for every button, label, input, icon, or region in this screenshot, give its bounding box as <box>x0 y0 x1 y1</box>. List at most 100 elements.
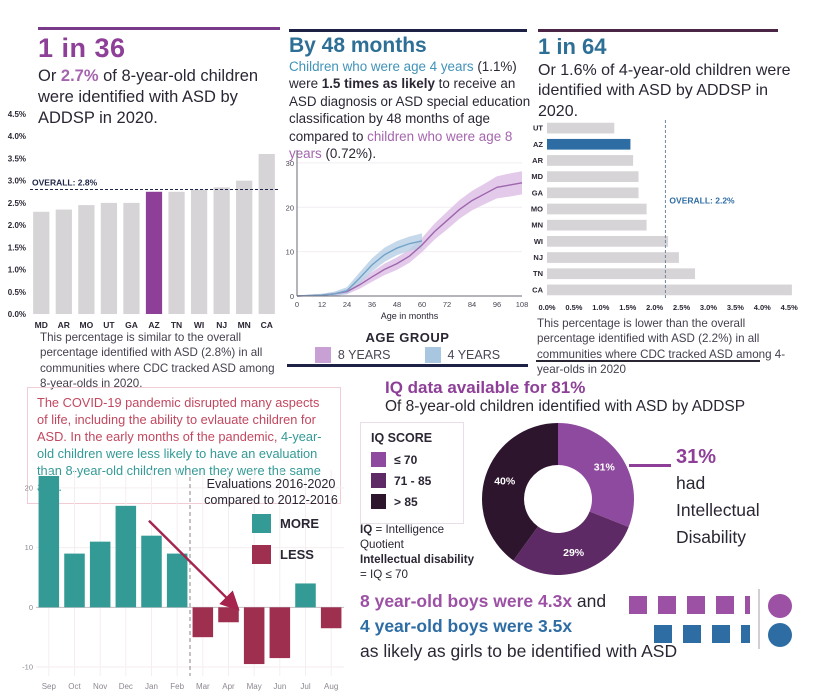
svg-text:MN: MN <box>531 221 543 230</box>
legend-item-more: MORE <box>252 514 319 533</box>
svg-text:36: 36 <box>368 300 376 309</box>
note-text: = Intelligence Quotient <box>360 523 445 552</box>
legend-item-less: LESS <box>252 545 314 564</box>
legend-label: 4 YEARS <box>447 348 501 362</box>
svg-text:WI: WI <box>534 237 543 246</box>
svg-text:30: 30 <box>286 159 294 168</box>
pictogram-divider <box>758 589 760 649</box>
stat-1in64-paragraph: Or 1.6% of 4-year-old children were iden… <box>538 62 791 120</box>
stat-1in36-paragraph: Or 2.7% of 8-year-old children were iden… <box>38 66 288 129</box>
svg-text:0.5%: 0.5% <box>565 303 582 312</box>
svg-text:WI: WI <box>194 320 204 330</box>
svg-text:TN: TN <box>533 269 543 278</box>
svg-text:48: 48 <box>393 300 401 309</box>
svg-text:Jul: Jul <box>300 682 310 691</box>
svg-text:3.5%: 3.5% <box>8 154 26 163</box>
para-text: to receive an ASD diagnosis or ASD speci… <box>289 76 531 144</box>
svg-text:4.5%: 4.5% <box>8 110 26 119</box>
svg-text:96: 96 <box>493 300 501 309</box>
svg-text:NJ: NJ <box>533 253 543 262</box>
iq-71-85-swatch <box>371 473 386 488</box>
svg-text:72: 72 <box>443 300 451 309</box>
stat-1in64-title: 1 in 64 <box>538 34 607 59</box>
svg-text:MD: MD <box>35 320 48 330</box>
iq-score-legend: IQ SCORE ≤ 70 71 - 85 > 85 <box>360 422 464 524</box>
iq-gt85-swatch <box>371 494 386 509</box>
8-years-swatch <box>314 347 331 363</box>
svg-text:1.5%: 1.5% <box>8 243 26 252</box>
svg-text:0: 0 <box>29 603 33 612</box>
evaluations-change-chart: -10 0 10 20 Sep Oct Nov Dec Jan Feb Mar Apr May Jun Ju… <box>12 464 347 694</box>
svg-text:CA: CA <box>261 320 273 330</box>
boy-partial-square-icon <box>744 596 750 614</box>
svg-text:12: 12 <box>318 300 326 309</box>
panel64-bottom-rule <box>536 360 760 362</box>
phrase-4yr: Children who were age 4 years <box>289 59 474 74</box>
panel48-top-rule <box>289 29 527 32</box>
svg-text:Dec: Dec <box>119 682 133 691</box>
svg-text:NJ: NJ <box>216 320 227 330</box>
svg-text:AR: AR <box>58 320 70 330</box>
girls-4yr-circle-icon <box>768 623 792 647</box>
evaluations-annotation: Evaluations 2016-2020 compared to 2012-2… <box>201 476 341 509</box>
para-text: (1.1%) were <box>289 59 517 92</box>
donut-callout-line <box>629 464 671 467</box>
legend-label: 8 YEARS <box>337 348 391 362</box>
svg-text:CA: CA <box>532 285 543 294</box>
boy-square-icon <box>654 625 672 643</box>
note-bold: IQ <box>360 523 373 536</box>
svg-text:Mar: Mar <box>196 682 210 691</box>
svg-text:10: 10 <box>25 543 33 552</box>
svg-text:MN: MN <box>238 320 251 330</box>
stat-1in36-caption: This percentage is similar to the overal… <box>40 331 275 390</box>
ratio-text: and <box>572 591 607 611</box>
note-text: = IQ ≤ 70 <box>360 568 408 582</box>
iq-data-subtitle: Of 8-year-old children identified with A… <box>385 398 746 415</box>
svg-text:24: 24 <box>343 300 351 309</box>
svg-text:0: 0 <box>290 292 294 301</box>
svg-text:GA: GA <box>125 320 138 330</box>
svg-text:0: 0 <box>295 300 299 309</box>
svg-text:3.5%: 3.5% <box>727 303 744 312</box>
svg-text:4.5%: 4.5% <box>781 303 798 312</box>
more-swatch <box>252 514 271 533</box>
svg-text:UT: UT <box>533 124 543 133</box>
svg-text:OVERALL: 2.8%: OVERALL: 2.8% <box>32 178 98 188</box>
svg-text:AR: AR <box>532 156 543 165</box>
svg-text:2.5%: 2.5% <box>8 199 26 208</box>
svg-text:AZ: AZ <box>533 140 543 149</box>
svg-text:10: 10 <box>286 248 294 257</box>
svg-text:84: 84 <box>468 300 476 309</box>
svg-text:May: May <box>247 682 262 691</box>
para-text: of 8-year-old children were identified w… <box>38 67 259 127</box>
boy-square-icon <box>657 596 676 614</box>
svg-text:0.0%: 0.0% <box>8 310 26 319</box>
para-text: (0.72%). <box>321 146 377 162</box>
svg-text:MD: MD <box>531 172 543 181</box>
para-text: Or <box>38 67 61 85</box>
age-group-legend: 8 YEARS 4 YEARS <box>285 347 530 363</box>
svg-text:3.0%: 3.0% <box>700 303 717 312</box>
by-48-months-paragraph: Children who were age 4 years (1.1%) wer… <box>289 58 531 163</box>
svg-text:20: 20 <box>286 203 294 212</box>
boy-square-icon <box>683 625 701 643</box>
svg-text:Feb: Feb <box>170 682 184 691</box>
boys-4yr-squares <box>654 625 750 643</box>
stat-1in64-caption: This percentage is lower than the overal… <box>537 317 786 376</box>
legend-label: 71 - 85 <box>394 473 432 488</box>
boys-8yr-squares <box>628 596 750 614</box>
stat-1in36-title: 1 in 36 <box>38 33 126 63</box>
callout-intellectual-disability: had Intellectual Disability <box>676 470 760 551</box>
svg-text:29%: 29% <box>563 547 585 559</box>
svg-text:OVERALL: 2.2%: OVERALL: 2.2% <box>669 196 735 206</box>
svg-text:UT: UT <box>103 320 115 330</box>
svg-text:Apr: Apr <box>222 682 235 691</box>
legend-item-iq-le70: ≤ 70 <box>371 452 459 467</box>
iq-le70-swatch <box>371 452 386 467</box>
svg-text:0.0%: 0.0% <box>538 303 555 312</box>
pct-8yr-highlight: 2.7% <box>60 67 99 85</box>
ratio-girls-statement: as likely as girls to be identified with… <box>360 641 678 661</box>
svg-text:1.0%: 1.0% <box>8 266 26 275</box>
svg-text:3.0%: 3.0% <box>8 177 26 186</box>
